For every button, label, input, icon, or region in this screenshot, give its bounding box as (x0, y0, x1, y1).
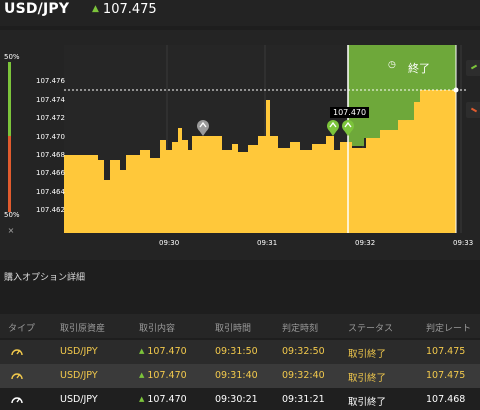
y-tick: 107.468 (36, 151, 65, 159)
cell-content-value: 107.470 (147, 394, 187, 405)
col-rate: 判定レート (426, 324, 472, 334)
cell-asset: USD/JPY (60, 346, 98, 357)
asset-pair-title: USD/JPY (4, 1, 70, 17)
cell-rate: 107.475 (426, 370, 466, 381)
x-tick: 09:33 (453, 239, 473, 247)
y-tick: 107.464 (36, 188, 65, 196)
price-chart[interactable]: 107.476 107.474 107.472 107.470 107.468 … (0, 30, 480, 260)
cell-time: 09:31:40 (215, 370, 258, 381)
end-badge: ◷ 終了 (378, 52, 448, 82)
col-time: 取引時間 (215, 324, 252, 334)
y-tick: 107.476 (36, 77, 65, 85)
buy-ratio-bar (8, 62, 11, 136)
up-arrow-icon: ▲ (92, 4, 99, 14)
trade-marker-green-2[interactable] (342, 120, 354, 136)
table-header: タイプ 取引原資産 取引内容 取引時間 判定時刻 ステータス 判定レート (0, 314, 480, 338)
up-arrow-icon: ▲ (139, 371, 145, 379)
x-tick: 09:30 (159, 239, 179, 247)
current-price: ▲ 107.475 (92, 2, 157, 17)
x-axis-labels: 09:30 09:31 09:32 09:33 (159, 239, 473, 247)
cell-content: ▲ 107.470 (139, 370, 187, 381)
price-spikes (113, 150, 447, 225)
up-arrow-icon: ▲ (139, 395, 145, 403)
cell-content-value: 107.470 (147, 370, 187, 381)
x-tick: 09:31 (257, 239, 277, 247)
cell-status: 取引終了 (348, 373, 387, 384)
end-badge-label: 終了 (408, 62, 430, 75)
y-tick: 107.466 (36, 169, 65, 177)
cell-content-value: 107.470 (147, 346, 187, 357)
up-trend-icon (470, 64, 478, 70)
col-asset: 取引原資産 (60, 324, 106, 334)
price-area (64, 90, 456, 233)
y-axis-labels: 107.476 107.474 107.472 107.470 107.468 … (36, 77, 65, 214)
close-chart-button[interactable]: × (7, 226, 15, 235)
cell-time: 09:30:21 (215, 394, 258, 405)
table-row[interactable]: USD/JPY ▲ 107.470 09:31:50 09:32:50 取引終了 … (0, 340, 480, 364)
trade-marker-green-1[interactable] (327, 120, 339, 136)
cell-time: 09:31:50 (215, 346, 258, 357)
cell-content: ▲ 107.470 (139, 346, 187, 357)
buy-low-button[interactable] (466, 102, 480, 118)
gauge-icon (11, 397, 23, 404)
cell-asset: USD/JPY (60, 370, 98, 381)
y-tick: 107.462 (36, 206, 65, 214)
buy-ratio-label: 50% (4, 53, 20, 61)
col-type: タイプ (8, 324, 36, 334)
table-row[interactable]: USD/JPY ▲ 107.470 09:31:40 09:32:40 取引終了 … (0, 364, 480, 388)
cell-content: ▲ 107.470 (139, 394, 187, 405)
top-header: USD/JPY ▲ 107.475 (0, 0, 480, 26)
y-tick: 107.470 (36, 133, 65, 141)
y-tick: 107.472 (36, 114, 65, 122)
cell-judge-time: 09:32:40 (282, 370, 325, 381)
col-status: ステータス (348, 324, 394, 334)
cell-asset: USD/JPY (60, 394, 98, 405)
sell-ratio-bar (8, 136, 11, 212)
down-trend-icon (470, 107, 478, 113)
sell-ratio-label: 50% (4, 211, 20, 219)
table-row[interactable]: USD/JPY ▲ 107.470 09:30:21 09:31:21 取引終了 … (0, 388, 480, 410)
cell-rate: 107.468 (426, 394, 466, 405)
cell-status: 取引終了 (348, 397, 387, 408)
up-arrow-icon: ▲ (139, 347, 145, 355)
cell-judge-time: 09:31:21 (282, 394, 325, 405)
gauge-icon (11, 349, 23, 356)
expiry-zone (348, 45, 456, 146)
cell-rate: 107.475 (426, 346, 466, 357)
gauge-icon (11, 373, 23, 380)
trade-marker-gray[interactable] (197, 120, 209, 136)
cell-judge-time: 09:32:50 (282, 346, 325, 357)
current-price-value: 107.475 (102, 2, 157, 17)
x-tick: 09:32 (355, 239, 375, 247)
entry-price-tag: 107.470 (330, 107, 370, 118)
cell-status: 取引終了 (348, 349, 387, 360)
col-content: 取引内容 (139, 324, 176, 334)
y-tick: 107.474 (36, 96, 65, 104)
chart-svg: 107.476 107.474 107.472 107.470 107.468 … (8, 45, 473, 247)
buy-high-button[interactable] (466, 60, 480, 76)
clock-icon: ◷ (388, 60, 396, 70)
details-section-title: 購入オプション詳細 (4, 273, 86, 283)
col-judge-time: 判定時刻 (282, 324, 319, 334)
